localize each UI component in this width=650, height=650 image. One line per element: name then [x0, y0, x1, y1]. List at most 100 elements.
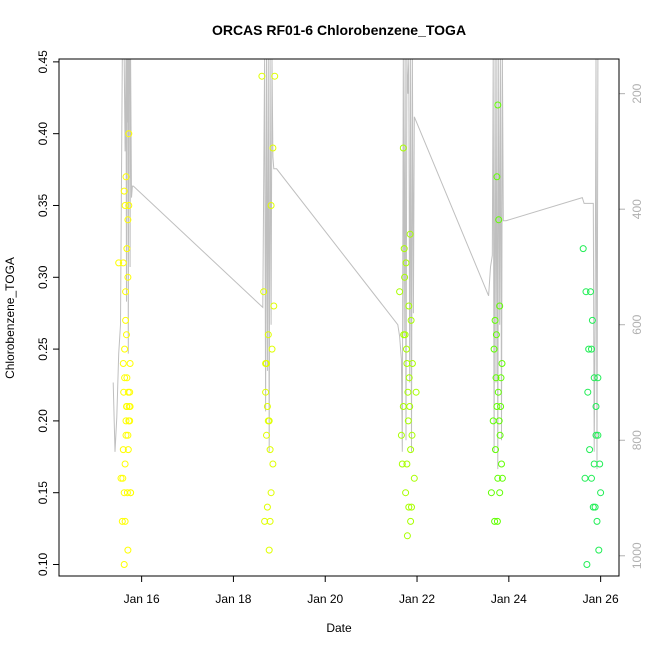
- y-tick-label: 0.45: [36, 50, 50, 74]
- y2-tick-label: 200: [630, 83, 644, 103]
- x-tick-label: Jan 18: [215, 592, 251, 606]
- altitude-trace-layer: [112, 58, 599, 470]
- data-point: [585, 345, 593, 353]
- data-point: [119, 360, 127, 367]
- data-point: [264, 417, 272, 425]
- y-tick-label: 0.15: [36, 481, 50, 505]
- data-point: [592, 403, 600, 410]
- data-point: [398, 460, 406, 468]
- data-point: [408, 360, 416, 367]
- data-point: [497, 403, 505, 410]
- data-point: [493, 517, 501, 525]
- data-point: [262, 388, 270, 396]
- data-point: [496, 431, 504, 439]
- data-point: [489, 417, 497, 425]
- data-point: [494, 101, 502, 109]
- x-tick-label: Jan 26: [583, 592, 619, 606]
- data-point: [266, 517, 274, 525]
- data-point: [122, 173, 130, 181]
- data-point: [490, 345, 498, 353]
- data-point: [497, 374, 505, 382]
- data-point: [498, 360, 506, 367]
- data-point: [121, 460, 129, 468]
- data-point: [127, 489, 135, 497]
- data-point: [408, 503, 415, 511]
- data-point: [400, 331, 408, 339]
- data-point: [494, 388, 502, 396]
- data-point: [496, 489, 504, 497]
- data-point: [267, 489, 275, 497]
- y-tick-label: 0.25: [36, 337, 50, 361]
- data-point: [591, 503, 599, 511]
- data-point: [124, 546, 132, 554]
- data-point: [269, 144, 277, 152]
- data-point: [124, 273, 132, 281]
- data-point: [402, 259, 410, 267]
- data-point: [491, 517, 499, 525]
- data-point: [588, 316, 596, 324]
- y-tick-label: 0.40: [36, 122, 50, 146]
- data-point: [268, 345, 276, 353]
- data-point: [399, 403, 407, 410]
- data-point: [123, 331, 130, 339]
- data-point: [125, 202, 133, 209]
- data-point: [491, 316, 499, 324]
- data-point: [581, 474, 589, 482]
- plot-frame: [58, 58, 620, 577]
- x-tick-label: Jan 24: [491, 592, 527, 606]
- data-point: [124, 431, 132, 439]
- data-point: [122, 431, 130, 439]
- data-point: [121, 517, 129, 525]
- data-point: [405, 374, 413, 382]
- data-point: [123, 245, 131, 253]
- data-point: [115, 259, 123, 267]
- data-point: [400, 245, 408, 253]
- data-point: [587, 288, 594, 296]
- data-point: [412, 388, 420, 396]
- data-point: [401, 273, 409, 281]
- data-point: [269, 460, 277, 468]
- data-point: [118, 517, 126, 525]
- data-point: [410, 474, 418, 482]
- data-point: [582, 288, 590, 296]
- data-point: [593, 517, 601, 525]
- y-tick-label: 0.30: [36, 265, 50, 289]
- x-tick-label: Jan 22: [399, 592, 435, 606]
- data-point: [124, 216, 132, 224]
- data-point: [493, 403, 501, 410]
- y-axis-label: Chlorobenzene_TOGA: [3, 257, 17, 379]
- data-point: [119, 446, 127, 454]
- data-point: [122, 316, 130, 324]
- x-tick-label: Jan 20: [307, 592, 343, 606]
- data-point: [403, 345, 410, 353]
- data-point: [270, 302, 278, 310]
- chart-title: ORCAS RF01-6 Chlorobenzene_TOGA: [212, 22, 466, 38]
- data-point: [498, 460, 505, 468]
- data-point: [124, 446, 132, 454]
- data-point: [396, 288, 404, 296]
- data-point: [119, 474, 127, 482]
- data-point: [407, 446, 415, 454]
- y2-tick-label: 800: [630, 430, 644, 450]
- data-point: [263, 360, 270, 367]
- data-point: [597, 489, 605, 497]
- data-point: [592, 431, 600, 439]
- data-point: [498, 474, 506, 482]
- y-tick-label: 0.20: [36, 409, 50, 433]
- data-point: [266, 446, 274, 454]
- altitude-trace-line: [112, 58, 599, 470]
- data-point: [407, 517, 415, 525]
- data-point: [260, 288, 268, 296]
- data-point: [258, 72, 266, 80]
- data-point: [583, 561, 591, 568]
- data-point: [595, 546, 603, 554]
- data-point: [397, 431, 405, 439]
- y2-tick-label: 1000: [630, 542, 644, 569]
- data-point: [263, 503, 271, 511]
- y2-tick-label: 400: [630, 199, 644, 219]
- data-point: [407, 316, 415, 324]
- data-point: [494, 474, 502, 482]
- data-point: [264, 331, 272, 339]
- data-point: [123, 403, 131, 410]
- data-point: [125, 130, 133, 138]
